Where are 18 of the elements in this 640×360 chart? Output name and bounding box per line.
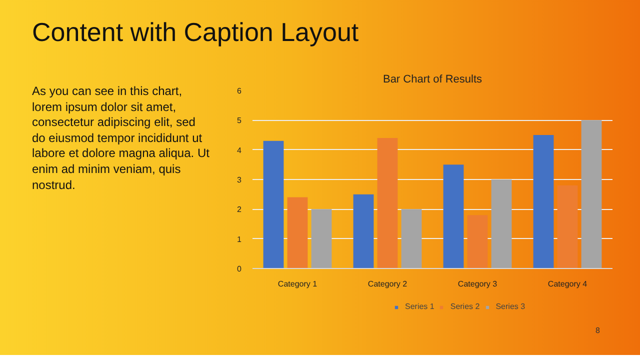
x-tick-label: Category 2 [368, 280, 408, 288]
x-tick-label: Category 4 [548, 280, 588, 288]
y-tick-label: 5 [237, 116, 242, 126]
x-tick-label: Category 3 [458, 280, 498, 288]
x-tick-label: Category 1 [278, 280, 318, 288]
y-tick-label: 6 [237, 86, 242, 96]
y-tick-label: 2 [237, 205, 242, 214]
chart-title: Bar Chart of Results [382, 74, 483, 86]
legend-label: Series 2 [450, 302, 480, 311]
legend-label: Series 3 [496, 302, 526, 311]
y-tick-label: 1 [237, 234, 242, 244]
y-tick-label: 0 [237, 264, 242, 274]
y-tick-label: 3 [237, 176, 242, 184]
text: Content with Caption Layout [32, 16, 359, 49]
text: As you can see in this chart, lorem ipsum dolor sit amet, consectetur adipiscing elit, sed do eiusmod tempor incididunt ut labore et dolore magna aliqua. Ut enim ad minim veniam, quis nostrud. [32, 84, 210, 194]
y-tick-label: 4 [237, 146, 242, 155]
legend-label: Series 1 [405, 302, 434, 311]
text: 8 [596, 325, 600, 336]
